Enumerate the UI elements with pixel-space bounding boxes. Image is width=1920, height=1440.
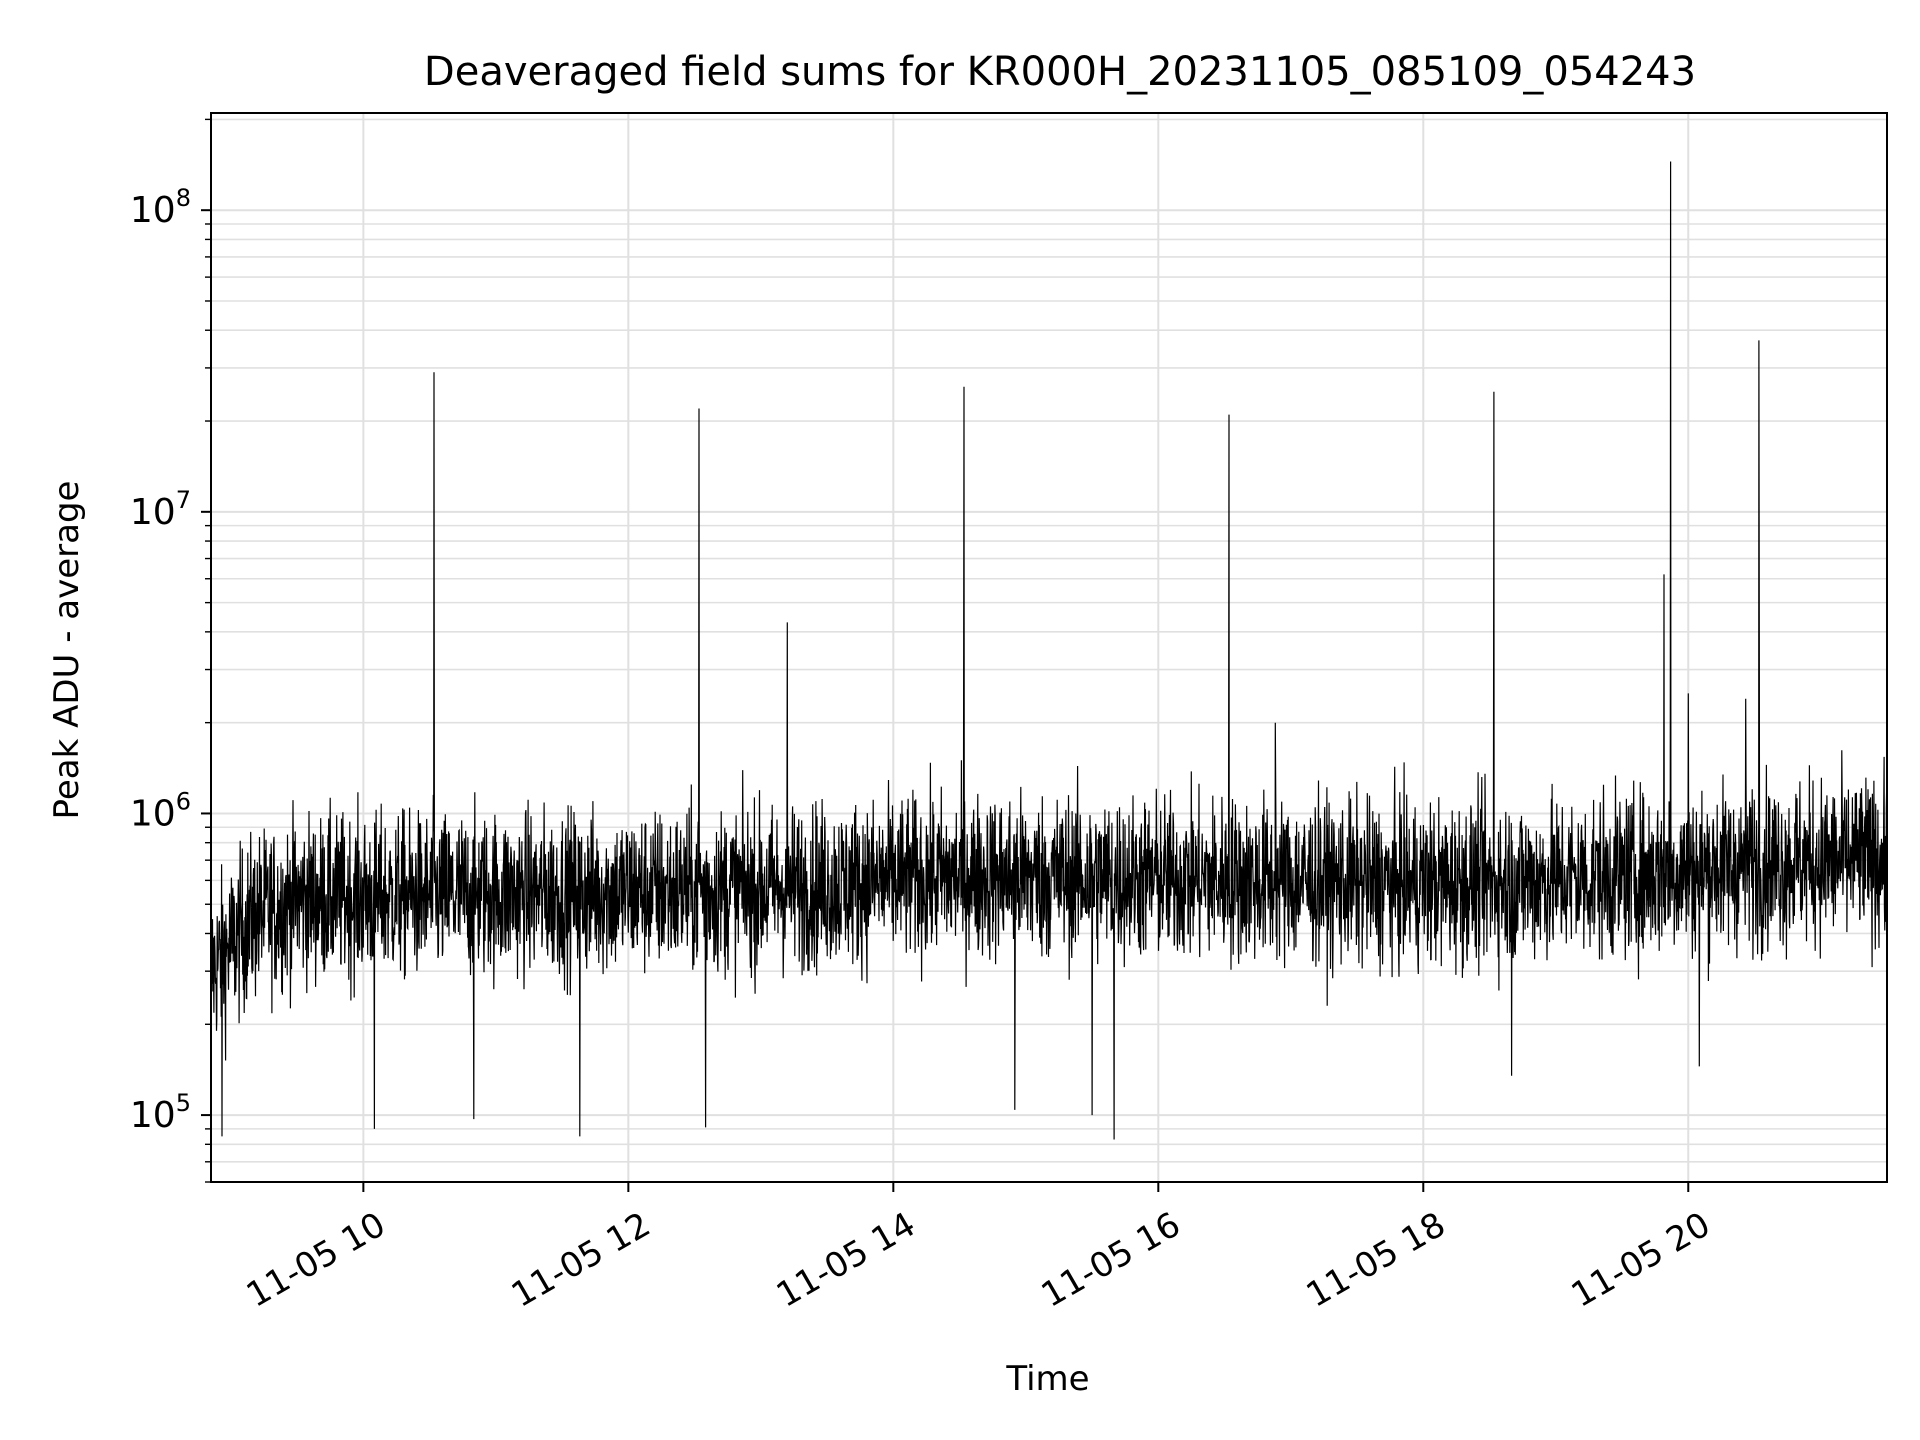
- y-tick-exponent: 8: [176, 184, 191, 212]
- x-axis-label: Time: [1005, 1359, 1089, 1399]
- y-tick-exponent: 6: [176, 787, 191, 815]
- axes-frame: [210, 112, 1888, 1183]
- grid-layer: [211, 113, 1887, 1183]
- plot-layer: [210, 161, 1888, 1140]
- data-series-line: [210, 161, 1888, 1140]
- y-tick-base: 10: [130, 1095, 176, 1136]
- y-tick-label: 107: [130, 486, 191, 533]
- y-axis-label: Peak ADU - average: [47, 481, 87, 820]
- y-tick-label: 105: [130, 1089, 191, 1136]
- y-tick-base: 10: [130, 190, 176, 231]
- y-tick-base: 10: [130, 492, 176, 533]
- y-tick-exponent: 7: [176, 486, 191, 514]
- y-tick-label: 106: [130, 787, 191, 834]
- y-tick-base: 10: [130, 793, 176, 834]
- y-tick-label: 108: [130, 184, 191, 231]
- y-tick-exponent: 5: [176, 1089, 191, 1117]
- chart-title: Deaveraged field sums for KR000H_2023110…: [424, 49, 1696, 95]
